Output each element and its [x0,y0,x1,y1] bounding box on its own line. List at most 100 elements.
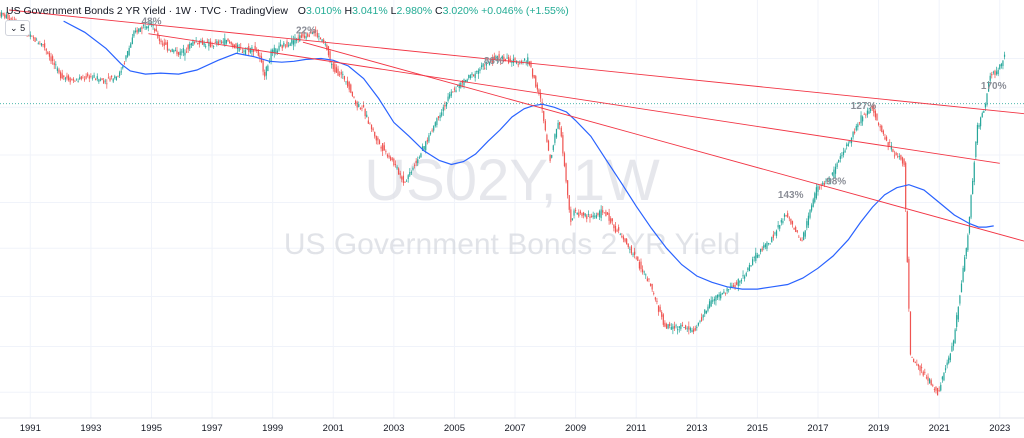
candle-body [482,63,484,67]
candle-body [664,322,666,327]
candle-body [484,67,486,69]
candle-body [626,238,628,245]
candle-body [962,267,964,282]
candle-body [28,35,30,37]
candle-body [889,142,891,143]
candle-body [406,180,408,182]
candle-body [597,213,599,215]
candle-body [399,173,401,175]
candle-body [353,97,355,99]
candle-body [592,215,594,218]
candle-body [579,211,582,214]
candle-body [367,120,369,124]
candle-body [874,111,876,118]
candle-body [651,283,653,290]
candle-body [254,45,256,50]
candle-body [667,324,669,329]
annotation-label: 170% [981,81,1007,92]
candle-body [694,327,696,331]
candle-body [185,51,188,53]
candle-body [415,160,417,164]
candle-body [855,125,857,131]
candle-body [423,146,425,150]
candle-body [858,122,861,124]
candle-body [313,31,315,33]
candle-body [801,240,803,242]
candle-body [431,130,433,132]
indicator-collapse-button[interactable]: ⌄ 5 [5,20,31,36]
candle-body [1002,60,1004,66]
candle-body [229,41,231,43]
time-axis: 1991 1993 1995 1997 1999 2001 2003 2005 2007 2009… [0,417,1024,438]
separator: · [168,5,173,17]
candle-body [546,134,548,142]
candle-body [278,45,280,51]
candle-body [846,144,848,146]
candle-body [614,226,617,233]
candle-body [56,68,59,71]
candle-body [98,79,100,82]
candle-body [347,80,349,87]
candle-body [997,69,999,75]
candle-body [654,297,656,300]
candle-body [811,205,813,211]
candle-body [270,50,272,62]
candle-body [704,309,706,314]
interval-label[interactable]: 1W [175,5,191,17]
candle-body [243,50,245,52]
candle-body [925,377,928,379]
candle-body [302,34,304,37]
candle-body [763,245,765,249]
candle-body [793,227,795,230]
candle-body [429,133,432,135]
candle-body [897,156,899,158]
x-tick-label: 1991 [20,423,41,434]
x-tick-label: 2001 [323,423,344,434]
candle-body [99,79,102,81]
candle-body [283,42,285,46]
candle-body [807,215,810,226]
candle-body [485,62,487,66]
candle-body [657,305,660,312]
candle-body [640,261,642,270]
candle-body [433,125,435,131]
candle-body [780,220,782,223]
candle-body [551,154,553,158]
candle-body [165,42,167,45]
candle-body [544,121,546,131]
candle-body [370,124,373,130]
moving-average-line [63,20,994,290]
candle-body [58,69,60,73]
candle-body [790,218,792,224]
candle-body [493,56,495,60]
candle-body [428,135,430,142]
x-tick-label: 2023 [989,423,1010,434]
ohlc-readout: O3.010% H3.041% L2.980% C3.020% +0.046% … [298,5,569,17]
candle-body [568,195,570,210]
platform-label: TradingView [230,5,288,17]
candle-body [818,187,821,189]
candle-body [766,242,768,249]
candle-body [673,326,676,329]
candle-body [922,371,924,376]
candle-body [693,329,695,332]
candle-body [590,216,593,217]
candle-body [450,91,452,96]
symbol-title[interactable]: US Government Bonds 2 YR Yield [6,5,166,17]
candle-body [761,248,763,251]
x-tick-label: 2005 [444,423,465,434]
candle-body [909,311,912,355]
candle-body [106,83,108,85]
candle-body [791,221,794,225]
candle-body [294,37,296,44]
candle-body [723,291,725,294]
candle-body [324,43,326,45]
candle-body [471,73,473,75]
candle-body [364,108,366,117]
candle-body [573,210,575,216]
candle-body [635,257,637,259]
candle-body [839,156,841,160]
candle-body [696,326,698,328]
candle-body [713,299,715,301]
